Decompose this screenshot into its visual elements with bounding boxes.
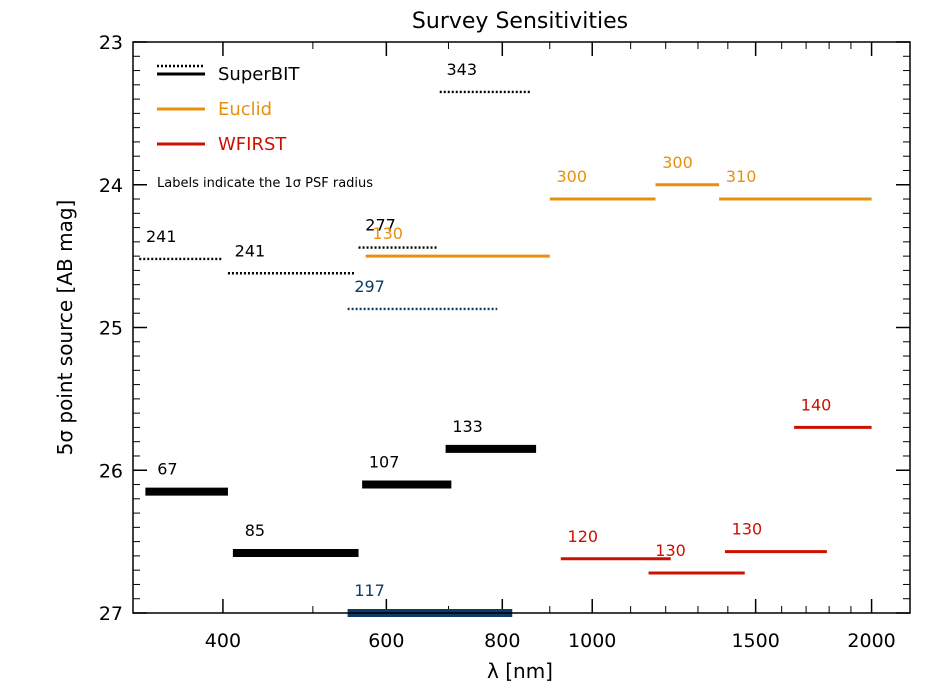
axis-ticks: 23 24 25 26 27 400 600 800 1000 1500 2000 — [99, 32, 910, 652]
segment-psf-label: 107 — [369, 453, 400, 472]
segment-psf-label: 133 — [452, 417, 483, 436]
y-tick-label: 27 — [99, 603, 123, 625]
segment-psf-label: 241 — [235, 241, 266, 260]
y-axis-label: 5σ point source [AB mag] — [53, 200, 77, 456]
segment-psf-label: 343 — [446, 60, 477, 79]
y-tick-label: 25 — [99, 318, 123, 340]
segment-psf-label: 130 — [655, 541, 686, 560]
legend-label: WFIRST — [218, 134, 287, 155]
segment-psf-label: 241 — [146, 227, 177, 246]
plot-frame — [132, 41, 911, 614]
chart-title: Survey Sensitivities — [412, 9, 628, 34]
legend-label: Euclid — [218, 99, 272, 120]
segment-psf-label: 277 — [365, 216, 396, 235]
x-tick-label: 2000 — [847, 630, 895, 652]
segment-psf-label: 67 — [157, 460, 177, 479]
segment-psf-label: 117 — [354, 581, 385, 600]
x-tick-label: 1000 — [568, 630, 616, 652]
y-tick-label: 26 — [99, 460, 123, 482]
x-tick-label: 1500 — [731, 630, 779, 652]
segment-psf-label: 130 — [732, 520, 763, 539]
x-tick-label: 600 — [368, 630, 404, 652]
y-tick-label: 23 — [99, 32, 123, 54]
segment-psf-label: 140 — [801, 395, 832, 414]
segment-psf-label: 120 — [568, 527, 599, 546]
segment-psf-label: 130 — [372, 224, 403, 243]
x-axis-label: λ [nm] — [487, 659, 553, 683]
segment-psf-label: 300 — [662, 153, 693, 172]
segment-psf-label: 310 — [726, 167, 757, 186]
x-tick-label: 800 — [484, 630, 520, 652]
segment-psf-label: 85 — [245, 521, 265, 540]
legend: SuperBIT Euclid WFIRST — [157, 64, 300, 155]
segment-psf-label: 297 — [354, 277, 385, 296]
x-tick-label: 400 — [205, 630, 241, 652]
data-segments: 67 85 107 133 241 241 277 343 117 297 130 300 300 310… — [139, 60, 872, 617]
psf-annotation: Labels indicate the 1σ PSF radius — [157, 176, 373, 191]
y-tick-label: 24 — [99, 175, 123, 197]
legend-label: SuperBIT — [218, 64, 300, 85]
segment-psf-label: 300 — [556, 167, 587, 186]
